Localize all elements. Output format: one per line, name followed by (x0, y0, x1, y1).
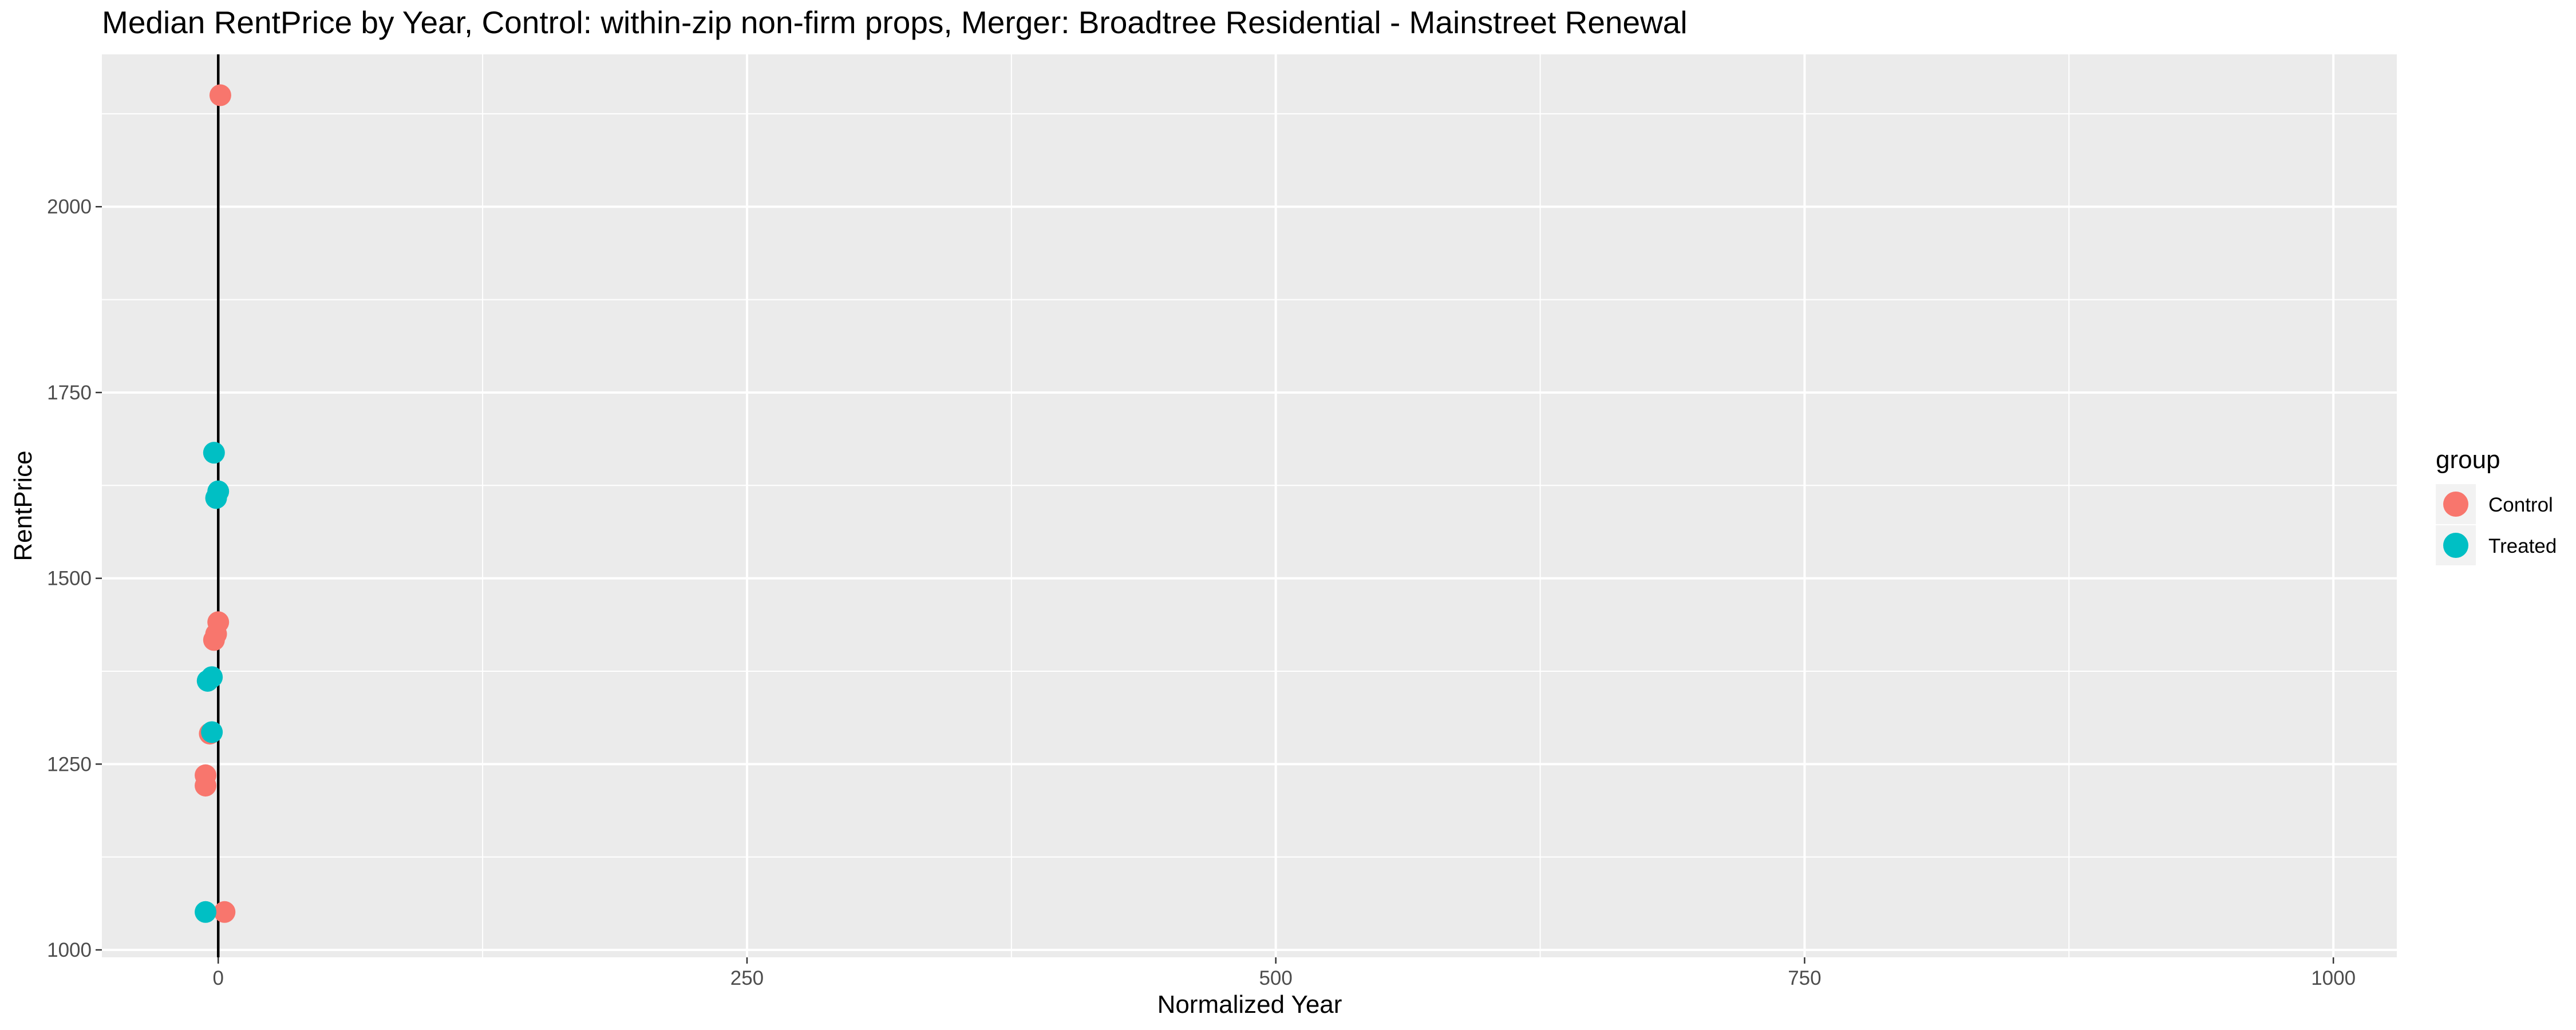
legend-swatch-control (2443, 492, 2468, 517)
y-axis-title: RentPrice (9, 450, 37, 561)
major-gridlines (102, 54, 2397, 957)
data-point-treated (203, 442, 225, 464)
legend-label-treated: Treated (2488, 535, 2557, 557)
y-tick-label: 1250 (47, 753, 92, 775)
x-tick-label: 1000 (2311, 967, 2356, 989)
chart-title: Median RentPrice by Year, Control: withi… (102, 5, 1688, 40)
legend: group Control Treated (2436, 446, 2557, 565)
data-point-treated (207, 480, 230, 502)
x-tick-label: 0 (212, 967, 223, 989)
y-tick-label: 1000 (47, 939, 92, 961)
data-point-control (195, 764, 217, 786)
y-tick-label: 2000 (47, 196, 92, 218)
series-treated (195, 442, 230, 923)
y-tick-label: 1500 (47, 568, 92, 590)
data-point-treated (195, 901, 217, 923)
data-point-treated (201, 666, 223, 688)
points-layer (195, 84, 236, 923)
x-tick-label: 250 (730, 967, 764, 989)
x-axis-title: Normalized Year (1157, 991, 1342, 1019)
data-point-treated (201, 721, 223, 743)
legend-title: group (2436, 446, 2500, 474)
data-point-control (207, 611, 230, 633)
legend-swatch-treated (2443, 533, 2468, 558)
y-axis: 1000 1250 1500 1750 2000 (47, 196, 102, 961)
x-tick-label: 750 (1788, 967, 1821, 989)
x-tick-label: 500 (1259, 967, 1292, 989)
x-axis: 0 250 500 750 1000 (212, 957, 2356, 989)
data-point-control (209, 84, 231, 106)
minor-gridlines (102, 54, 2397, 957)
legend-label-control: Control (2488, 494, 2553, 516)
plot-panel (102, 54, 2397, 957)
data-point-control (214, 901, 236, 923)
y-tick-label: 1750 (47, 382, 92, 404)
